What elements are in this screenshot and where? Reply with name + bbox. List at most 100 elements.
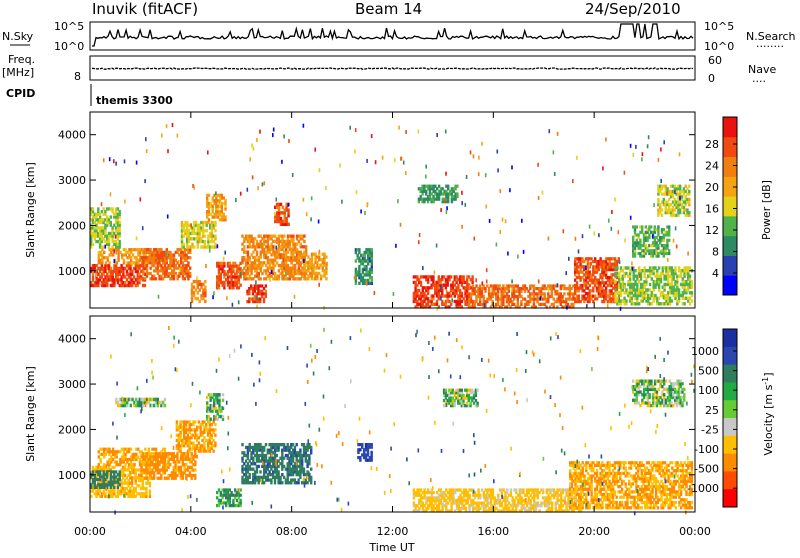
range-cell	[280, 217, 283, 220]
scatter-cell	[339, 163, 341, 167]
scatter-cell	[371, 134, 373, 138]
range-cell	[183, 243, 185, 246]
scatter-cell	[582, 234, 584, 238]
scatter-cell	[310, 217, 312, 221]
scatter-cell	[259, 130, 261, 134]
range-cell	[456, 192, 458, 195]
range-cell	[214, 235, 216, 238]
scatter-cell	[557, 283, 559, 287]
scatter-cell	[632, 267, 634, 271]
range-cell	[204, 300, 207, 303]
scatter-cell	[238, 300, 240, 304]
scatter-cell	[451, 298, 453, 302]
scatter-cell	[436, 133, 438, 137]
scatter-cell	[319, 168, 321, 172]
range-cell	[222, 415, 224, 418]
range-cell	[683, 302, 685, 305]
nsky-right-tick-bottom: 10^0	[704, 40, 734, 53]
nsearch-marker: ........	[756, 37, 784, 50]
scatter-cell	[271, 270, 273, 274]
scatter-cell	[631, 261, 633, 265]
scatter-cell	[255, 280, 257, 284]
scatter-cell	[667, 258, 669, 262]
range-cell	[303, 235, 305, 238]
scatter-cell	[193, 186, 195, 190]
range-cell	[258, 465, 260, 468]
scatter-cell	[273, 128, 275, 132]
range-cell	[634, 269, 636, 272]
range-cell	[169, 463, 171, 466]
range-cell	[206, 229, 208, 232]
scatter-cell	[465, 203, 467, 207]
scatter-cell	[283, 134, 285, 138]
scatter-cell	[630, 216, 632, 220]
range-cell	[636, 225, 638, 228]
range-cell	[204, 286, 207, 289]
scatter-cell	[207, 151, 209, 155]
scatter-cell	[178, 260, 180, 264]
nave-tick-top: 60	[708, 54, 722, 67]
power-colorbar-swatch	[723, 196, 737, 216]
range-cell	[204, 240, 206, 243]
nave-tick-bottom: 0	[708, 72, 715, 85]
scatter-cell	[400, 223, 402, 227]
scatter-cell	[538, 196, 540, 200]
scatter-cell	[262, 182, 264, 186]
scatter-cell	[474, 237, 476, 241]
range-cell	[122, 270, 124, 273]
scatter-cell	[563, 229, 565, 233]
scatter-cell	[684, 200, 686, 204]
scatter-cell	[114, 259, 116, 263]
scatter-cell	[478, 172, 480, 176]
scatter-cell	[146, 149, 148, 153]
range-cell	[119, 240, 121, 243]
power-colorbar-swatch	[723, 117, 737, 137]
scatter-cell	[445, 130, 447, 134]
range-cell	[193, 245, 195, 248]
range-cell	[208, 218, 210, 221]
range-cell	[119, 221, 121, 224]
freq-line	[92, 68, 693, 69]
range-cell	[296, 443, 298, 446]
scatter-cell	[461, 225, 463, 229]
scatter-cell	[223, 257, 225, 261]
scatter-cell	[405, 171, 407, 175]
scatter-cell	[485, 173, 487, 177]
range-cell	[214, 428, 216, 431]
scatter-cell	[642, 152, 644, 156]
range-cell	[210, 418, 212, 421]
range-cell	[260, 277, 262, 280]
power-colorbar-tick-label: 20	[705, 181, 719, 194]
scatter-cell	[509, 188, 511, 192]
scatter-cell	[161, 134, 163, 138]
scatter-cell	[115, 251, 117, 255]
scatter-cell	[652, 234, 654, 238]
scatter-cell	[502, 218, 504, 222]
range-cell	[224, 199, 226, 202]
power-colorbar-tick-label: 12	[705, 224, 719, 237]
range-cell	[108, 261, 110, 264]
scatter-cell	[598, 233, 600, 237]
scatter-cell	[101, 202, 103, 206]
range-cell	[300, 261, 302, 264]
scatter-cell	[440, 297, 442, 301]
scatter-cell	[101, 267, 103, 271]
scatter-cell	[109, 157, 111, 161]
range-cell	[463, 275, 465, 278]
scatter-cell	[653, 203, 655, 207]
scatter-cell	[395, 244, 397, 248]
scatter-cell	[158, 295, 160, 299]
range-cell	[193, 286, 196, 289]
scatter-cell	[311, 196, 313, 200]
power-colorbar-tick-label: 4	[712, 267, 719, 280]
scatter-cell	[166, 252, 168, 256]
scatter-cell	[249, 157, 251, 161]
scatter-cell	[648, 135, 650, 139]
scatter-cell	[489, 219, 491, 223]
scatter-cell	[274, 212, 276, 216]
station-title: Inuvik (fitACF)	[92, 0, 198, 18]
scatter-cell	[611, 210, 613, 214]
scatter-cell	[142, 226, 144, 230]
scatter-cell	[674, 190, 676, 194]
scatter-cell	[205, 264, 207, 268]
